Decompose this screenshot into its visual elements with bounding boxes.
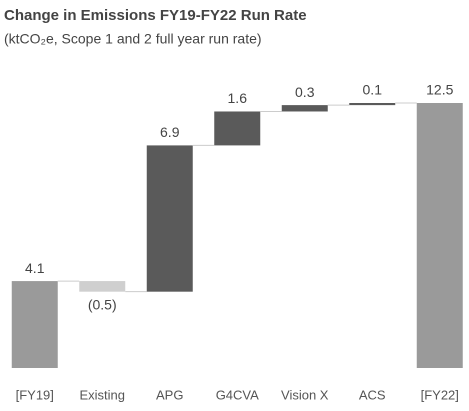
x-tick-label: G4CVA xyxy=(216,387,259,402)
chart-subtitle: (ktCO₂e, Scope 1 and 2 full year run rat… xyxy=(4,31,262,47)
value-label: 0.1 xyxy=(363,82,383,98)
x-tick-label: [FY19] xyxy=(16,387,54,402)
x-tick-label: ACS xyxy=(359,387,386,402)
bar xyxy=(214,111,261,146)
chart-title: Change in Emissions FY19-FY22 Run Rate xyxy=(4,7,307,24)
value-label: 4.1 xyxy=(25,260,45,276)
value-label: 1.6 xyxy=(228,90,248,106)
x-tick-label: APG xyxy=(156,387,183,402)
value-label: (0.5) xyxy=(88,296,117,312)
bar xyxy=(11,281,58,368)
bar xyxy=(349,103,396,106)
bar xyxy=(416,103,463,368)
x-tick-label: Existing xyxy=(79,387,125,402)
x-tick-label: Vision X xyxy=(281,387,329,402)
bar xyxy=(146,145,193,292)
value-label: 12.5 xyxy=(426,82,453,98)
x-tick-label: [FY22] xyxy=(421,387,459,402)
bar xyxy=(281,105,328,112)
bar xyxy=(79,281,126,292)
value-label: 6.9 xyxy=(160,124,180,140)
value-label: 0.3 xyxy=(295,84,315,100)
